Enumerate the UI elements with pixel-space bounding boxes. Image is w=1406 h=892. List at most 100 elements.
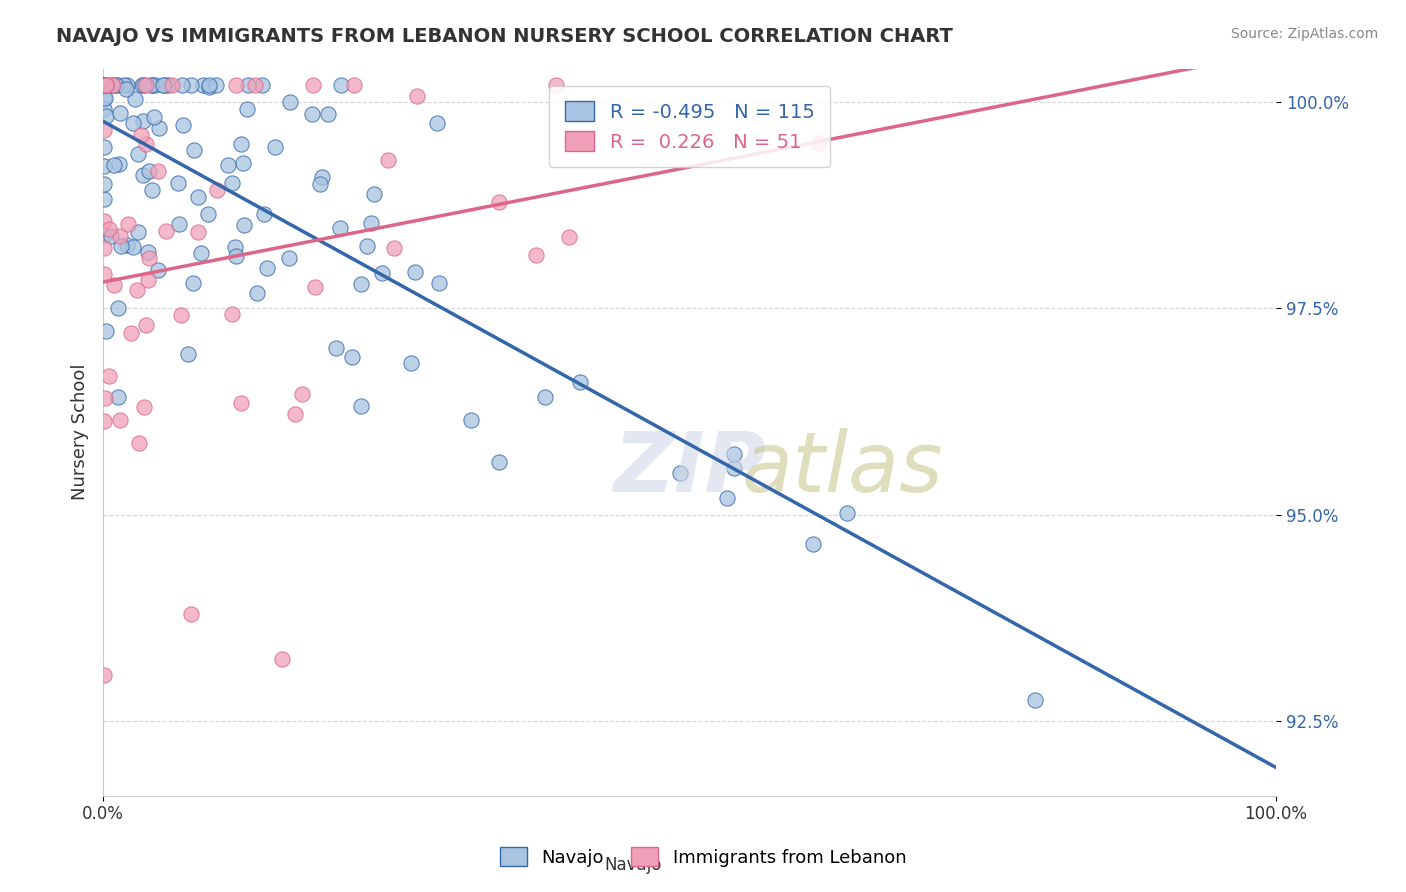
Point [198,80,221,95]
Point [183,144,205,158]
Point [167,217,190,231]
Point [96,78,118,92]
Point [135,78,157,92]
Point [350,399,373,413]
Point [93,177,115,191]
Point [360,215,382,229]
Point [100,228,122,243]
Point [524,248,547,262]
Point [115,238,138,252]
Point [93,78,115,92]
Point [131,78,153,92]
Point [110,229,132,244]
Point [172,118,194,132]
Point [155,225,177,239]
Point [94,78,117,92]
Point [217,158,239,172]
Point [138,272,160,286]
Text: atlas: atlas [741,428,943,509]
Point [291,386,314,401]
Point [167,177,190,191]
Point [183,277,205,291]
Point [278,95,301,110]
Point [93,78,115,92]
Point [256,261,278,276]
Point [129,128,152,142]
Point [330,78,353,92]
Point [807,136,830,150]
Point [197,207,219,221]
Point [138,163,160,178]
Point [427,276,450,290]
Text: Navajo: Navajo [605,856,661,874]
Point [101,78,124,92]
Point [105,78,128,92]
Point [716,491,738,505]
Legend: R = -0.495   N = 115, R =  0.226   N = 51: R = -0.495 N = 115, R = 0.226 N = 51 [550,86,830,168]
Point [101,78,124,92]
Point [236,102,259,116]
Point [110,238,132,252]
Point [205,78,228,92]
Point [224,240,246,254]
Point [124,93,146,107]
Point [93,123,115,137]
Point [723,447,745,461]
Legend: Navajo, Immigrants from Lebanon: Navajo, Immigrants from Lebanon [492,840,914,874]
Point [125,283,148,297]
Point [221,176,243,190]
Point [177,347,200,361]
Point [377,153,399,167]
Point [558,229,581,244]
Point [143,110,166,124]
Point [98,368,121,383]
Point [134,401,156,415]
Point [114,82,136,96]
Point [404,265,426,279]
Point [460,413,482,427]
Point [363,187,385,202]
Point [93,241,115,255]
Point [534,390,557,404]
Point [128,435,150,450]
Point [263,139,285,153]
Point [93,667,115,681]
Point [271,652,294,666]
Point [93,78,115,92]
Point [104,78,127,92]
Point [546,78,568,92]
Point [93,214,115,228]
Point [384,241,406,255]
Point [180,607,202,622]
Point [135,318,157,332]
Point [325,341,347,355]
Point [356,239,378,253]
Point [723,461,745,475]
Point [96,78,118,92]
Point [232,156,254,170]
Point [117,218,139,232]
Point [93,78,115,92]
Point [117,78,139,92]
Point [187,190,209,204]
Point [94,391,117,405]
Point [93,78,115,92]
Point [801,537,824,551]
Point [329,220,352,235]
Point [191,78,214,92]
Point [170,308,193,322]
Point [246,285,269,300]
Point [141,78,163,92]
Point [94,324,117,338]
Point [170,78,193,92]
Point [93,159,115,173]
Point [371,266,394,280]
Point [198,78,221,92]
Point [152,78,174,92]
Point [122,239,145,253]
Point [138,251,160,265]
Point [318,107,340,121]
Point [311,169,333,184]
Point [304,280,326,294]
Point [93,102,115,116]
